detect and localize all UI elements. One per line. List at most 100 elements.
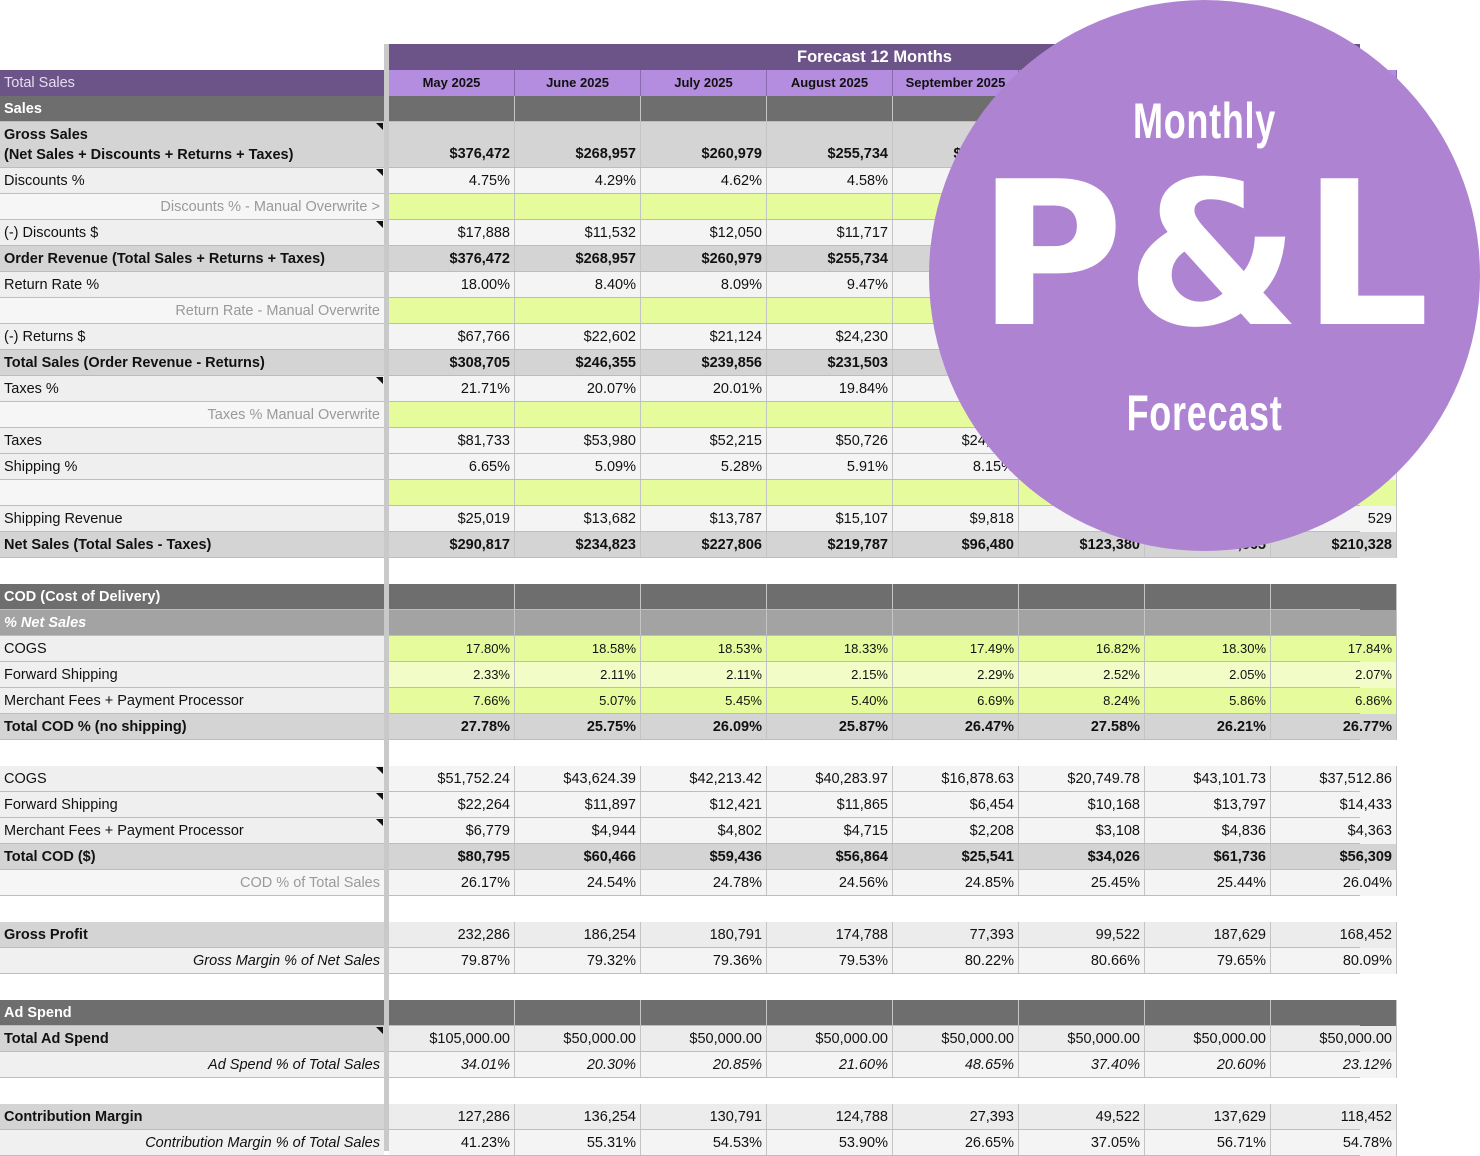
value-cell[interactable]: $4,363 [1271, 818, 1397, 844]
value-cell[interactable] [641, 402, 767, 428]
row-label[interactable] [0, 480, 384, 506]
value-cell[interactable]: $15,107 [767, 506, 893, 532]
value-cell[interactable]: 18.00% [389, 272, 515, 298]
value-cell[interactable]: 8.09% [641, 272, 767, 298]
value-cell[interactable]: 49,522 [1019, 1104, 1145, 1130]
value-cell[interactable]: $227,806 [641, 532, 767, 558]
value-cell[interactable]: 53.90% [767, 1130, 893, 1156]
value-cell[interactable]: $13,797 [1145, 792, 1271, 818]
value-cell[interactable]: $376,472 [389, 122, 515, 168]
value-cell[interactable] [515, 610, 641, 636]
row-label[interactable]: Merchant Fees + Payment Processor [0, 818, 384, 844]
row-label[interactable]: Discounts % - Manual Overwrite > [0, 194, 384, 220]
value-cell[interactable]: $80,795 [389, 844, 515, 870]
value-cell[interactable] [1019, 1000, 1145, 1026]
value-cell[interactable] [1271, 1000, 1397, 1026]
value-cell[interactable]: 80.66% [1019, 948, 1145, 974]
value-cell[interactable]: 168,452 [1271, 922, 1397, 948]
value-cell[interactable]: $67,766 [389, 324, 515, 350]
value-cell[interactable]: $56,864 [767, 844, 893, 870]
value-cell[interactable] [389, 298, 515, 324]
row-label[interactable]: Taxes [0, 428, 384, 454]
value-cell[interactable]: 127,286 [389, 1104, 515, 1130]
value-cell[interactable] [1271, 584, 1397, 610]
value-cell[interactable]: 41.23% [389, 1130, 515, 1156]
frozen-column-divider[interactable] [384, 44, 389, 1151]
value-cell[interactable] [389, 402, 515, 428]
value-cell[interactable]: 2.05% [1145, 662, 1271, 688]
value-cell[interactable]: 7.66% [389, 688, 515, 714]
value-cell[interactable] [767, 96, 893, 122]
value-cell[interactable]: $260,979 [641, 246, 767, 272]
value-cell[interactable] [767, 1000, 893, 1026]
value-cell[interactable]: 17.49% [893, 636, 1019, 662]
value-cell[interactable] [389, 610, 515, 636]
value-cell[interactable] [641, 1000, 767, 1026]
value-cell[interactable] [641, 480, 767, 506]
value-cell[interactable]: $22,264 [389, 792, 515, 818]
value-cell[interactable]: $50,000.00 [1145, 1026, 1271, 1052]
value-cell[interactable]: $4,944 [515, 818, 641, 844]
value-cell[interactable] [389, 194, 515, 220]
row-label[interactable]: Shipping Revenue [0, 506, 384, 532]
row-label[interactable]: % Net Sales [0, 610, 384, 636]
value-cell[interactable]: $11,717 [767, 220, 893, 246]
value-cell[interactable] [1145, 584, 1271, 610]
value-cell[interactable]: 80.22% [893, 948, 1019, 974]
row-label[interactable]: Taxes % [0, 376, 384, 402]
value-cell[interactable]: $231,503 [767, 350, 893, 376]
row-label[interactable]: Merchant Fees + Payment Processor [0, 688, 384, 714]
value-cell[interactable]: 2.11% [515, 662, 641, 688]
value-cell[interactable]: 20.01% [641, 376, 767, 402]
value-cell[interactable]: $25,541 [893, 844, 1019, 870]
value-cell[interactable]: $42,213.42 [641, 766, 767, 792]
value-cell[interactable] [1271, 610, 1397, 636]
value-cell[interactable]: 18.58% [515, 636, 641, 662]
value-cell[interactable]: 26.04% [1271, 870, 1397, 896]
value-cell[interactable]: 124,788 [767, 1104, 893, 1130]
value-cell[interactable]: $37,512.86 [1271, 766, 1397, 792]
value-cell[interactable] [641, 96, 767, 122]
value-cell[interactable]: $16,878.63 [893, 766, 1019, 792]
value-cell[interactable] [515, 298, 641, 324]
value-cell[interactable]: 8.15% [893, 454, 1019, 480]
value-cell[interactable] [515, 402, 641, 428]
row-label[interactable]: COGS [0, 636, 384, 662]
value-cell[interactable] [1145, 610, 1271, 636]
value-cell[interactable]: $105,000.00 [389, 1026, 515, 1052]
value-cell[interactable]: $40,283.97 [767, 766, 893, 792]
value-cell[interactable]: 5.91% [767, 454, 893, 480]
value-cell[interactable]: $219,787 [767, 532, 893, 558]
row-label[interactable]: Total COD ($) [0, 844, 384, 870]
value-cell[interactable]: $12,421 [641, 792, 767, 818]
value-cell[interactable] [1145, 1000, 1271, 1026]
value-cell[interactable]: 21.71% [389, 376, 515, 402]
value-cell[interactable]: 6.86% [1271, 688, 1397, 714]
value-cell[interactable]: $246,355 [515, 350, 641, 376]
value-cell[interactable]: $59,436 [641, 844, 767, 870]
value-cell[interactable]: $52,215 [641, 428, 767, 454]
value-cell[interactable]: 2.11% [641, 662, 767, 688]
value-cell[interactable] [515, 194, 641, 220]
value-cell[interactable] [515, 96, 641, 122]
value-cell[interactable] [893, 1000, 1019, 1026]
value-cell[interactable]: $50,000.00 [767, 1026, 893, 1052]
value-cell[interactable]: 8.40% [515, 272, 641, 298]
value-cell[interactable]: 20.60% [1145, 1052, 1271, 1078]
value-cell[interactable]: 24.54% [515, 870, 641, 896]
value-cell[interactable]: $50,000.00 [1019, 1026, 1145, 1052]
row-label[interactable]: Shipping % [0, 454, 384, 480]
value-cell[interactable]: $239,856 [641, 350, 767, 376]
value-cell[interactable]: $22,602 [515, 324, 641, 350]
value-cell[interactable] [389, 96, 515, 122]
value-cell[interactable]: 55.31% [515, 1130, 641, 1156]
value-cell[interactable]: 54.53% [641, 1130, 767, 1156]
value-cell[interactable]: $43,101.73 [1145, 766, 1271, 792]
value-cell[interactable]: $17,888 [389, 220, 515, 246]
value-cell[interactable]: $13,787 [641, 506, 767, 532]
value-cell[interactable]: 6.69% [893, 688, 1019, 714]
value-cell[interactable]: 2.15% [767, 662, 893, 688]
value-cell[interactable] [893, 480, 1019, 506]
value-cell[interactable]: $6,779 [389, 818, 515, 844]
value-cell[interactable] [641, 194, 767, 220]
